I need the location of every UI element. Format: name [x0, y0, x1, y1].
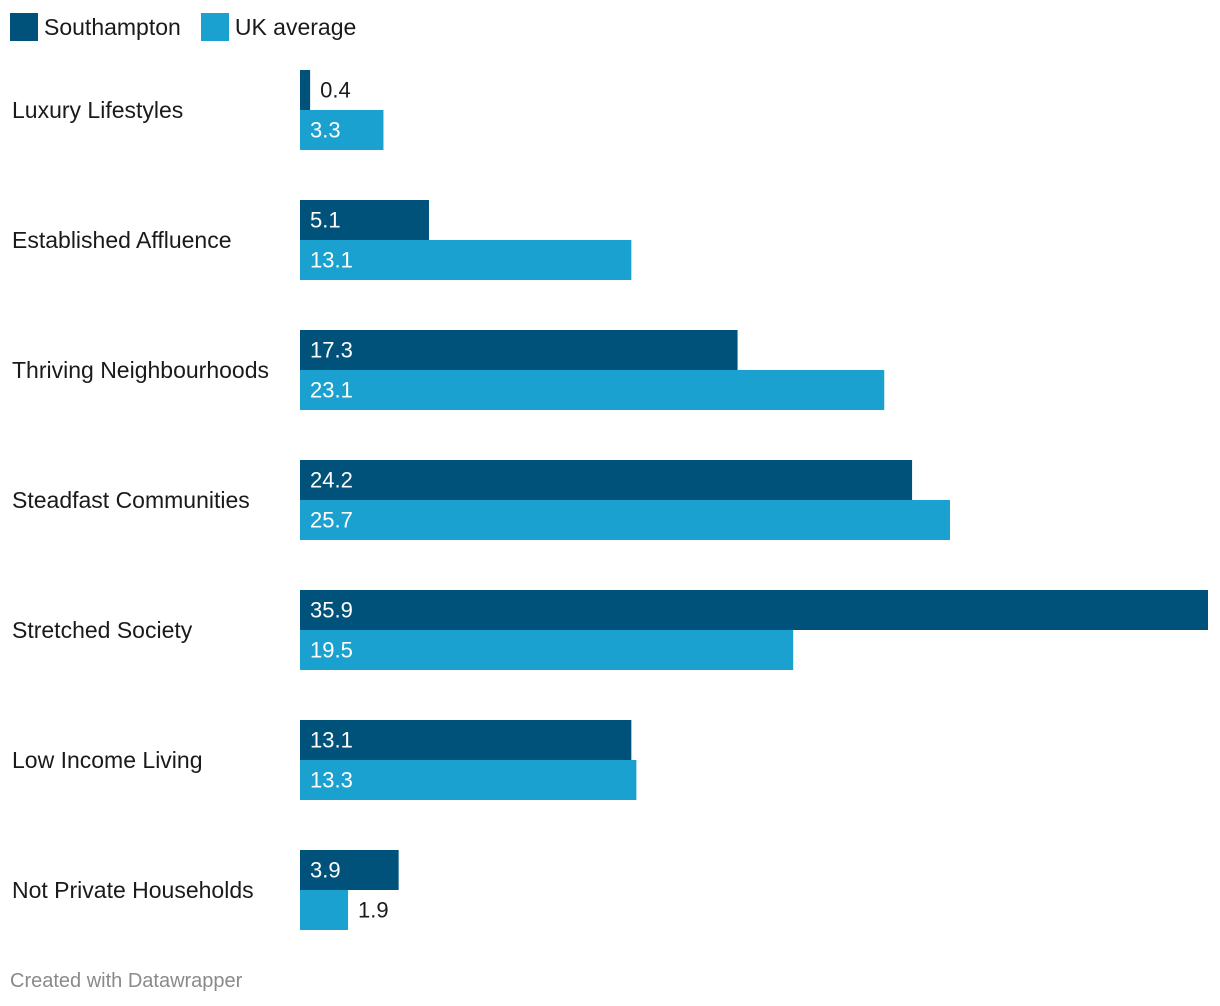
legend-swatch-uk-average — [200, 13, 229, 41]
bar-uk-average-stretched-society — [300, 630, 794, 670]
value-label-uk-average-not-private-households: 1.9 — [358, 898, 389, 923]
value-label-southampton-not-private-households: 3.9 — [310, 858, 341, 883]
legend-swatch-southampton — [10, 13, 38, 41]
value-label-uk-average-low-income-living: 13.3 — [310, 768, 353, 793]
bar-southampton-thriving-neighbourhoods — [300, 330, 738, 370]
value-label-southampton-steadfast-communities: 24.2 — [310, 468, 353, 493]
bar-uk-average-low-income-living — [300, 760, 637, 800]
bar-southampton-stretched-society — [300, 590, 1208, 630]
bar-southampton-steadfast-communities — [300, 460, 913, 500]
legend-label-southampton: Southampton — [44, 13, 181, 40]
value-label-southampton-low-income-living: 13.1 — [310, 728, 353, 753]
datawrapper-credit: Created with Datawrapper — [10, 970, 243, 992]
category-label-steadfast-communities: Steadfast Communities — [12, 487, 250, 513]
value-label-uk-average-steadfast-communities: 25.7 — [310, 508, 353, 533]
bar-uk-average-luxury-lifestyles — [300, 110, 384, 150]
legend-item-uk-average: UK average — [200, 13, 357, 41]
bar-southampton-low-income-living — [300, 720, 632, 760]
bar-chart: Luxury Lifestyles 0.4 3.3 Established Afflu… — [12, 70, 1208, 930]
category-label-low-income-living: Low Income Living — [12, 747, 203, 773]
category-label-established-affluence: Established Affluence — [12, 227, 232, 253]
value-label-southampton-stretched-society: 35.9 — [310, 598, 353, 623]
legend-label-uk-average: UK average — [234, 13, 357, 40]
bar-southampton-not-private-households — [300, 850, 399, 890]
value-label-southampton-luxury-lifestyles: 0.4 — [320, 78, 351, 103]
category-label-luxury-lifestyles: Luxury Lifestyles — [12, 97, 183, 123]
legend-item-southampton: Southampton — [10, 13, 181, 41]
bar-southampton-established-affluence — [300, 200, 429, 240]
bar-uk-average-not-private-households — [300, 890, 349, 930]
value-label-uk-average-luxury-lifestyles: 3.3 — [310, 118, 341, 143]
value-label-uk-average-stretched-society: 19.5 — [310, 638, 353, 663]
category-label-not-private-households: Not Private Households — [12, 877, 254, 903]
category-label-stretched-society: Stretched Society — [12, 617, 193, 643]
bar-uk-average-thriving-neighbourhoods — [300, 370, 885, 410]
value-label-uk-average-established-affluence: 13.1 — [310, 248, 353, 273]
value-label-southampton-established-affluence: 5.1 — [310, 208, 341, 233]
bar-uk-average-established-affluence — [300, 240, 632, 280]
category-label-thriving-neighbourhoods: Thriving Neighbourhoods — [12, 357, 269, 383]
value-label-uk-average-thriving-neighbourhoods: 23.1 — [310, 378, 353, 403]
value-label-southampton-thriving-neighbourhoods: 17.3 — [310, 338, 353, 363]
legend: Southampton UK average — [10, 12, 376, 42]
bar-uk-average-steadfast-communities — [300, 500, 951, 540]
bar-southampton-luxury-lifestyles — [300, 70, 311, 110]
